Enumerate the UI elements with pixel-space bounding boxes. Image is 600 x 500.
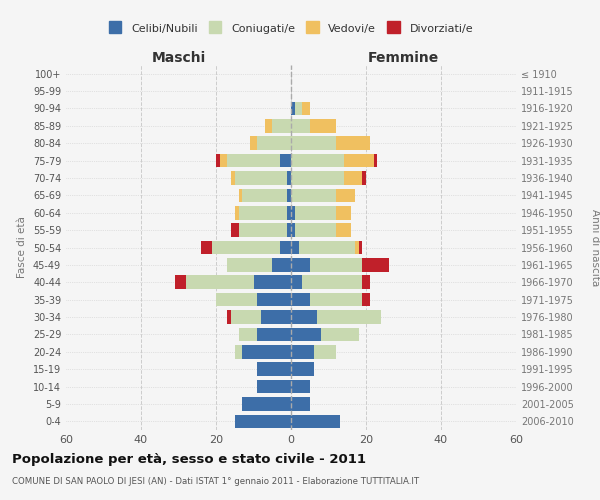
Bar xyxy=(287,171,291,185)
Bar xyxy=(242,188,287,202)
Bar xyxy=(231,224,239,237)
Bar xyxy=(362,293,370,306)
Bar xyxy=(231,310,261,324)
Bar xyxy=(257,136,291,150)
Bar xyxy=(242,345,291,358)
Bar xyxy=(343,154,373,168)
Bar xyxy=(336,188,355,202)
Bar xyxy=(291,240,299,254)
Bar xyxy=(272,119,291,132)
Bar xyxy=(310,258,362,272)
Bar xyxy=(250,136,257,150)
Bar xyxy=(257,293,291,306)
Bar xyxy=(239,328,257,341)
Bar xyxy=(239,224,287,237)
Bar xyxy=(359,240,362,254)
Bar xyxy=(336,136,370,150)
Bar xyxy=(291,171,343,185)
Bar xyxy=(314,345,336,358)
Bar xyxy=(291,119,310,132)
Bar xyxy=(254,276,291,289)
Bar xyxy=(235,206,239,220)
Bar xyxy=(299,240,355,254)
Bar xyxy=(317,310,381,324)
Bar xyxy=(291,328,321,341)
Bar xyxy=(291,362,314,376)
Bar xyxy=(212,240,280,254)
Bar xyxy=(291,310,317,324)
Bar xyxy=(362,171,366,185)
Y-axis label: Fasce di età: Fasce di età xyxy=(17,216,27,278)
Bar xyxy=(321,328,359,341)
Bar xyxy=(239,188,242,202)
Bar xyxy=(287,206,291,220)
Legend: Celibi/Nubili, Coniugati/e, Vedovi/e, Divorziati/e: Celibi/Nubili, Coniugati/e, Vedovi/e, Di… xyxy=(104,20,478,39)
Bar xyxy=(291,276,302,289)
Bar xyxy=(257,380,291,394)
Bar xyxy=(373,154,377,168)
Bar xyxy=(291,136,336,150)
Bar xyxy=(231,171,235,185)
Bar xyxy=(291,380,310,394)
Bar xyxy=(295,224,336,237)
Bar xyxy=(295,102,302,115)
Bar xyxy=(257,328,291,341)
Bar xyxy=(302,276,362,289)
Bar xyxy=(291,154,343,168)
Bar xyxy=(291,293,310,306)
Text: Popolazione per età, sesso e stato civile - 2011: Popolazione per età, sesso e stato civil… xyxy=(12,452,366,466)
Bar xyxy=(265,119,272,132)
Bar xyxy=(310,119,336,132)
Bar xyxy=(242,397,291,410)
Bar xyxy=(295,206,336,220)
Bar xyxy=(272,258,291,272)
Bar xyxy=(186,276,254,289)
Text: Femmine: Femmine xyxy=(368,51,439,65)
Bar xyxy=(235,345,242,358)
Bar xyxy=(291,414,340,428)
Bar xyxy=(216,293,257,306)
Bar xyxy=(362,276,370,289)
Bar xyxy=(261,310,291,324)
Bar xyxy=(343,171,362,185)
Bar xyxy=(291,102,295,115)
Bar xyxy=(362,258,389,272)
Bar xyxy=(257,362,291,376)
Bar xyxy=(280,154,291,168)
Bar xyxy=(291,188,336,202)
Bar xyxy=(201,240,212,254)
Bar xyxy=(227,258,272,272)
Bar xyxy=(291,206,295,220)
Bar xyxy=(227,310,231,324)
Bar xyxy=(355,240,359,254)
Bar xyxy=(216,154,220,168)
Bar xyxy=(227,154,280,168)
Bar xyxy=(220,154,227,168)
Bar xyxy=(336,224,351,237)
Bar xyxy=(287,224,291,237)
Bar xyxy=(235,414,291,428)
Bar xyxy=(336,206,351,220)
Bar xyxy=(175,276,186,289)
Bar xyxy=(280,240,291,254)
Bar xyxy=(302,102,310,115)
Bar xyxy=(291,397,310,410)
Text: COMUNE DI SAN PAOLO DI JESI (AN) - Dati ISTAT 1° gennaio 2011 - Elaborazione TUT: COMUNE DI SAN PAOLO DI JESI (AN) - Dati … xyxy=(12,478,419,486)
Bar xyxy=(287,188,291,202)
Text: Maschi: Maschi xyxy=(151,51,206,65)
Bar xyxy=(239,206,287,220)
Bar xyxy=(291,345,314,358)
Bar xyxy=(235,171,287,185)
Bar xyxy=(310,293,362,306)
Bar xyxy=(291,224,295,237)
Bar xyxy=(291,258,310,272)
Y-axis label: Anni di nascita: Anni di nascita xyxy=(590,209,600,286)
